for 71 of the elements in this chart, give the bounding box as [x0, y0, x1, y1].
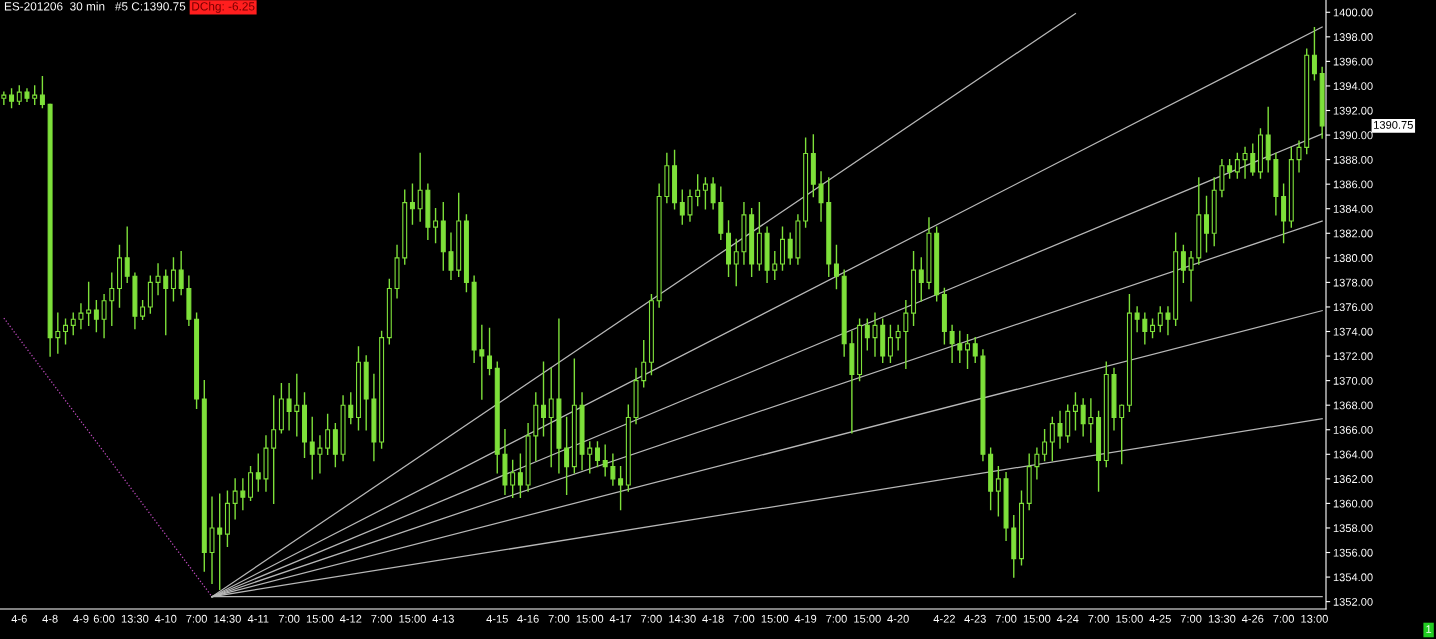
- x-tick-label: 7:00: [641, 614, 662, 623]
- y-tick-label: 1358.00: [1333, 524, 1373, 533]
- y-tick-label: 1364.00: [1333, 450, 1373, 459]
- y-tick-label: 1376.00: [1333, 303, 1373, 312]
- x-tick-label: 4-11: [247, 614, 269, 623]
- x-tick-label: 15:00: [854, 614, 881, 623]
- x-tick-label: 4-6: [11, 614, 27, 623]
- y-tick-label: 1372.00: [1333, 352, 1373, 361]
- x-tick-label: 13:30: [121, 614, 149, 623]
- x-tick-label: 4-24: [1056, 614, 1079, 623]
- y-tick-label: 1352.00: [1333, 597, 1373, 606]
- x-tick-label: 4-9: [73, 614, 89, 623]
- x-tick-label: 15:00: [1023, 614, 1051, 623]
- x-tick-label: 4-16: [517, 614, 539, 623]
- x-tick-label: 4-10: [154, 614, 177, 623]
- y-tick-label: 1366.00: [1333, 426, 1373, 434]
- y-tick-label: 1354.00: [1333, 573, 1373, 582]
- x-tick-label: 7:00: [371, 614, 392, 623]
- chart-subtitle: DChg: -6.25: [192, 1, 255, 13]
- x-tick-label: 4-23: [964, 614, 986, 623]
- y-tick-label: 1388.00: [1333, 155, 1373, 164]
- x-tick-label: 4-26: [1241, 614, 1264, 623]
- y-tick-label: 1378.00: [1333, 278, 1373, 287]
- y-tick-label: 1386.00: [1333, 180, 1373, 189]
- x-tick-label: 4-8: [42, 614, 58, 623]
- x-tick-label: 6:00: [93, 614, 115, 623]
- x-tick-label: 7:00: [1180, 614, 1202, 623]
- x-tick-label: 14:30: [669, 614, 696, 623]
- chart-title: ES-201206 30 min #5 C:1390.75: [4, 1, 186, 11]
- x-tick-label: 7:00: [548, 614, 570, 623]
- x-tick-label: 4-25: [1149, 614, 1171, 623]
- y-tick-label: 1392.00: [1333, 106, 1373, 115]
- y-tick-label: 1380.00: [1333, 254, 1373, 262]
- x-tick-label: 13:00: [1301, 614, 1328, 623]
- y-tick-label: 1370.00: [1333, 376, 1373, 385]
- x-tick-label: 7:00: [995, 614, 1017, 623]
- y-tick-label: 1400.00: [1333, 8, 1373, 17]
- x-tick-label: 4-20: [887, 614, 909, 623]
- x-tick-label: 4-17: [609, 614, 632, 623]
- x-tick-label: 7:00: [186, 614, 207, 623]
- x-tick-label: 14:30: [214, 614, 241, 623]
- y-tick-label: 1394.00: [1333, 82, 1373, 91]
- x-tick-label: 7:00: [1088, 614, 1109, 623]
- x-tick-label: 13:30: [1208, 614, 1236, 623]
- y-tick-label: 1356.00: [1333, 548, 1373, 557]
- x-tick-label: 7:00: [278, 614, 300, 623]
- x-tick-label: 7:00: [826, 614, 847, 623]
- x-tick-label: 4-22: [933, 614, 955, 623]
- text: 1: [1426, 625, 1432, 633]
- y-tick-label: 1374.00: [1333, 327, 1373, 336]
- x-tick-label: 15:00: [576, 614, 604, 623]
- x-tick-label: 4-12: [339, 614, 362, 623]
- x-tick-label: 15:00: [1116, 614, 1143, 623]
- x-tick-label: 4-19: [794, 614, 817, 623]
- y-tick-label: 1368.00: [1333, 401, 1373, 410]
- text: 1390.75: [1374, 120, 1413, 129]
- x-tick-label: 15:00: [399, 614, 426, 623]
- x-tick-label: 15:00: [761, 614, 789, 623]
- y-tick-label: 1398.00: [1333, 33, 1373, 41]
- y-tick-label: 1390.00: [1333, 131, 1373, 140]
- x-tick-label: 7:00: [1273, 614, 1294, 623]
- y-tick-label: 1362.00: [1333, 475, 1373, 483]
- x-tick-label: 4-13: [432, 614, 454, 623]
- y-tick-label: 1382.00: [1333, 229, 1373, 238]
- y-tick-label: 1384.00: [1333, 205, 1373, 213]
- x-tick-label: 15:00: [306, 614, 334, 623]
- x-tick-label: 7:00: [733, 614, 755, 623]
- x-tick-label: 4-18: [702, 614, 724, 623]
- x-tick-label: 4-15: [486, 614, 508, 623]
- y-tick-label: 1360.00: [1333, 499, 1373, 508]
- y-tick-label: 1396.00: [1333, 57, 1373, 66]
